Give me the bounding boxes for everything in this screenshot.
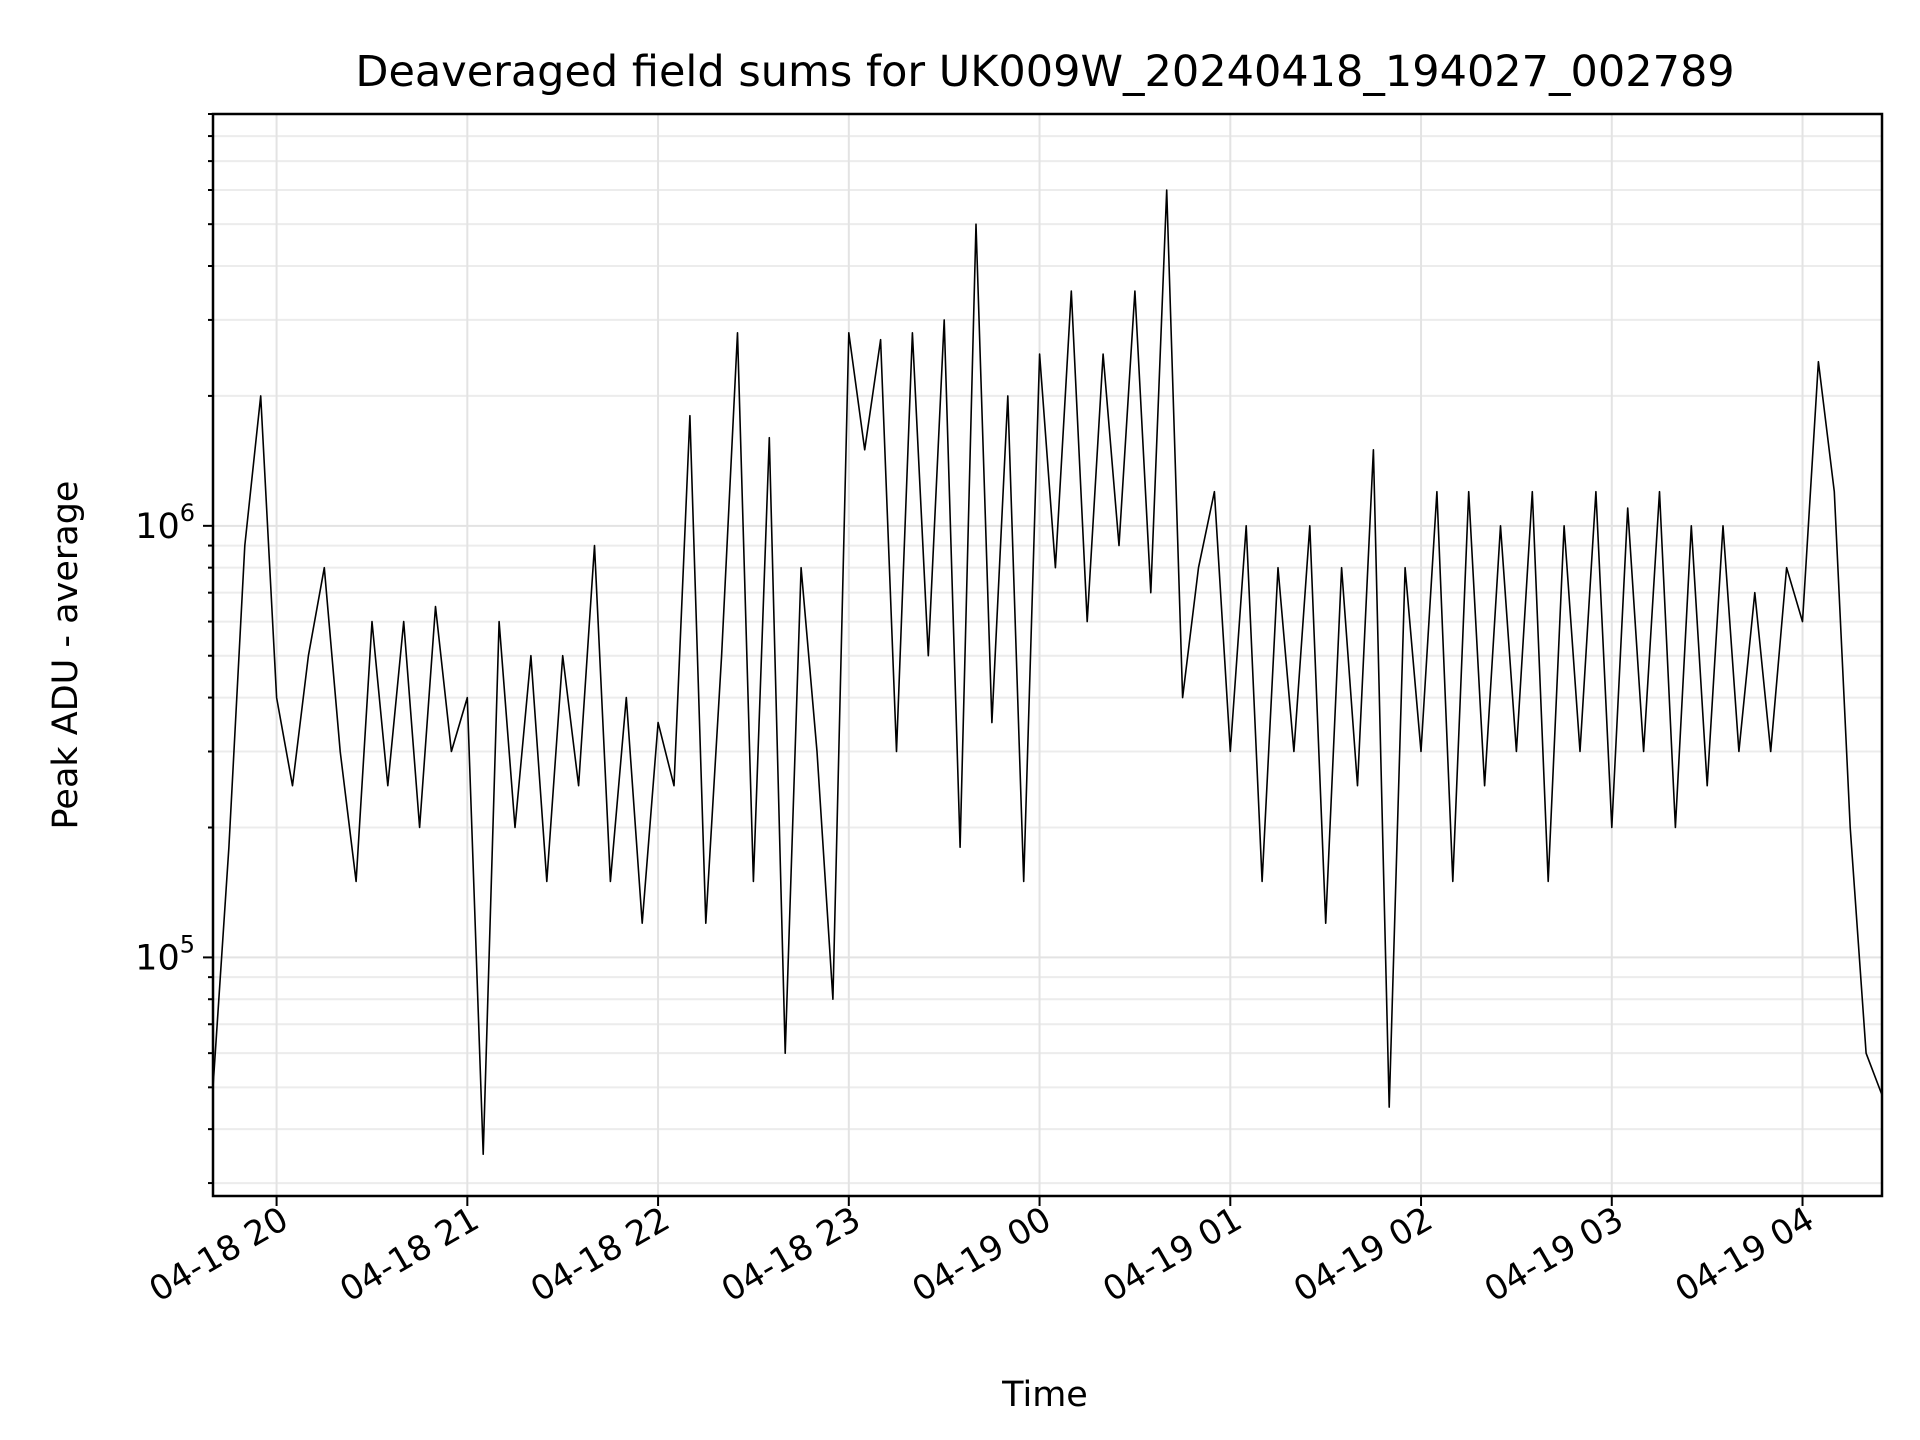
y-tick-label: 106: [135, 499, 195, 547]
y-tick-label-base: 10: [135, 507, 180, 547]
x-axis-label: Time: [1001, 1375, 1088, 1415]
y-tick-label: 105: [135, 930, 195, 978]
y-axis-label: Peak ADU - average: [46, 481, 86, 830]
grid: [213, 113, 1882, 1196]
y-tick-label-exponent: 6: [180, 499, 195, 527]
y-tick-label-exponent: 5: [180, 930, 195, 958]
series-line: [212, 189, 1883, 1155]
chart-title: Deaveraged field sums for UK009W_2024041…: [355, 47, 1734, 97]
y-tick-label-base: 10: [135, 938, 180, 978]
series-layer: [212, 189, 1883, 1155]
